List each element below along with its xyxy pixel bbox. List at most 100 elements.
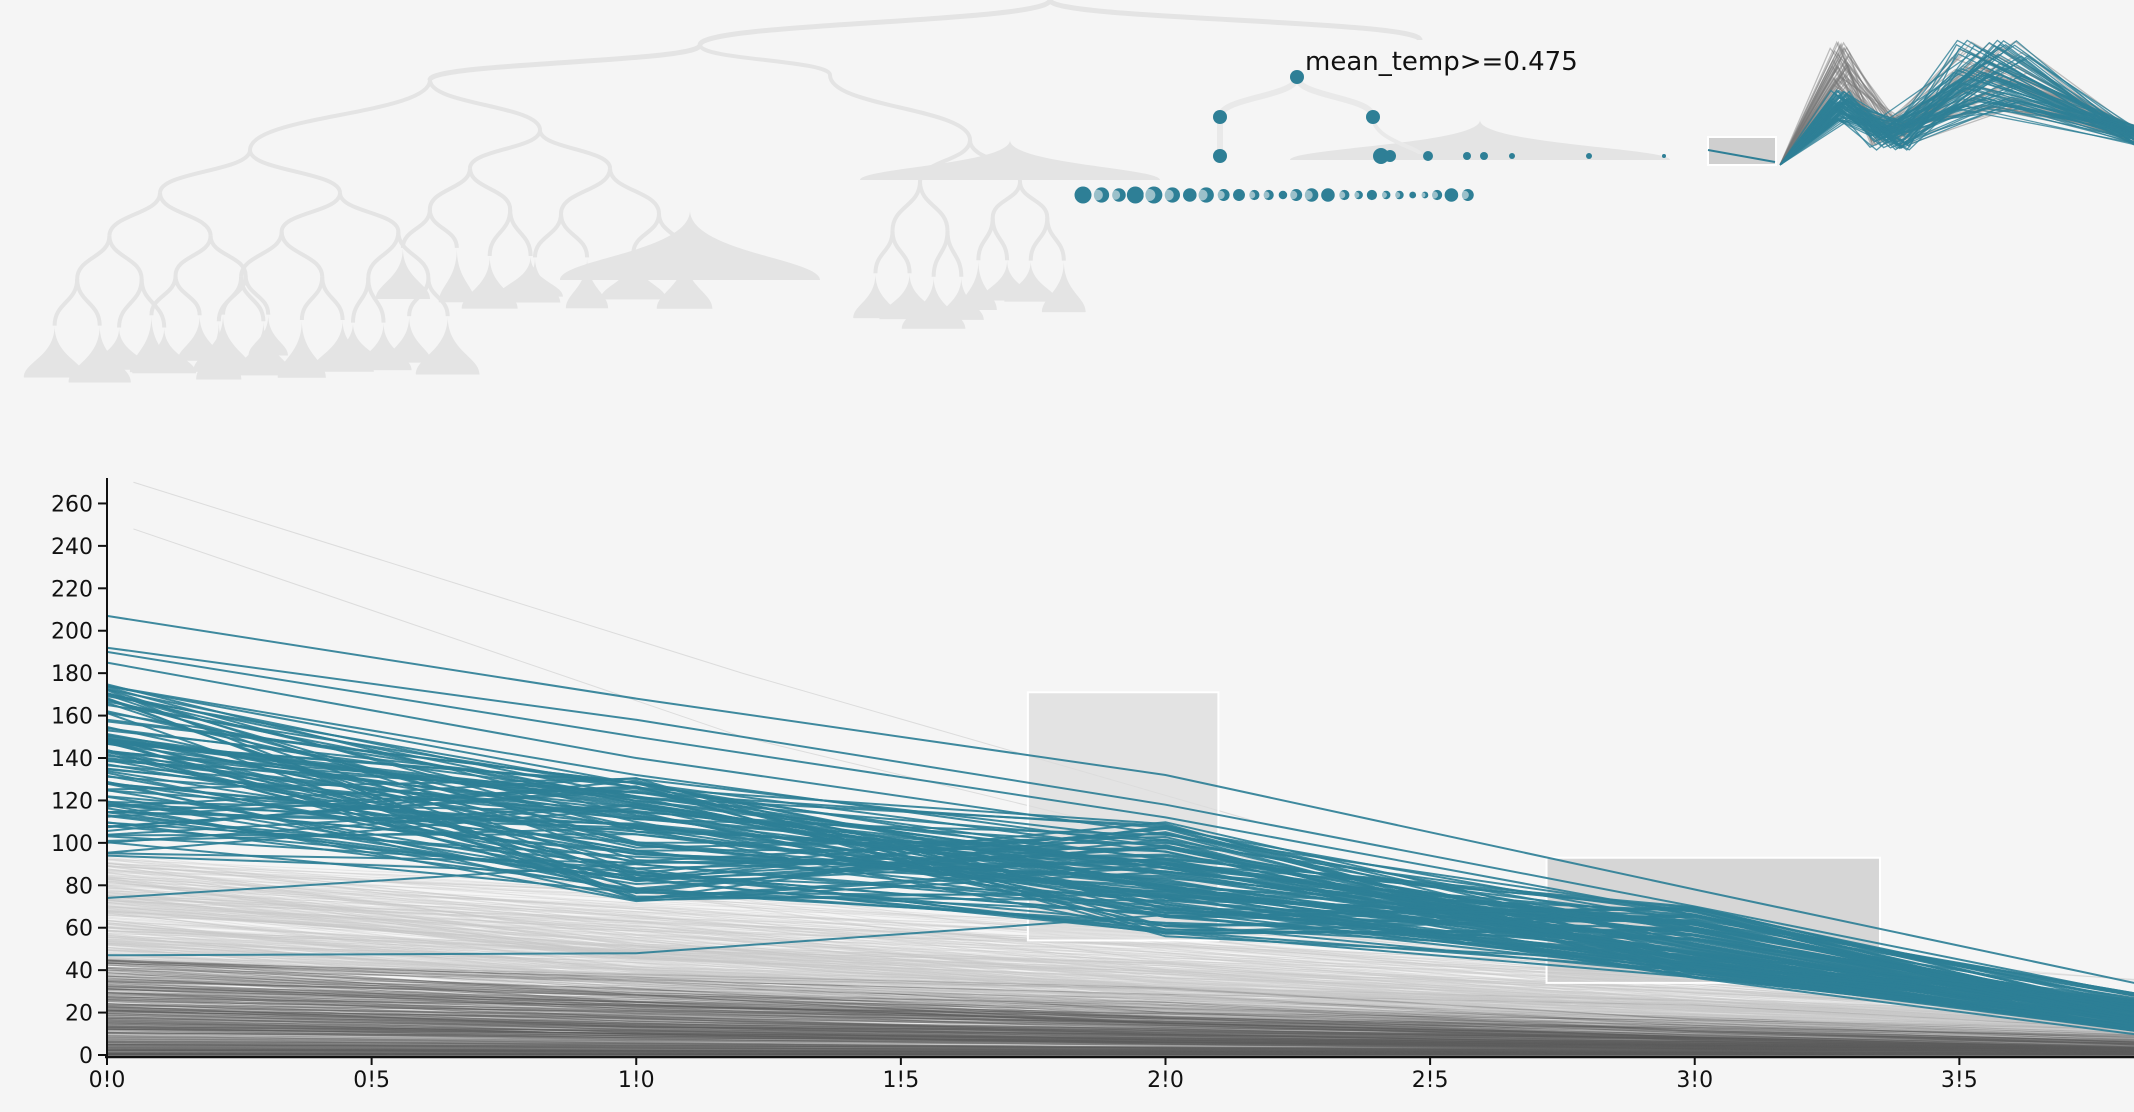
tree-branch: [158, 149, 252, 194]
context-series-line: [106, 869, 2134, 1035]
context-series-line: [106, 1020, 2134, 1050]
context-series-line: [106, 887, 2134, 1037]
context-series-line: [106, 1028, 2134, 1051]
context-series-line: [106, 980, 2134, 1039]
context-series-line: [106, 1007, 2134, 1048]
context-series-line: [106, 940, 2134, 1045]
context-series-line: [106, 984, 2134, 1046]
context-series-line: [106, 906, 2134, 1020]
tree-leaf: [959, 260, 997, 310]
context-series-line: [106, 912, 2134, 1030]
decision-tree-active-path[interactable]: [1073, 70, 1667, 204]
context-series-line: [106, 887, 2134, 1022]
tree-branch: [320, 276, 345, 321]
context-series-line: [106, 1007, 2134, 1045]
context-series-line: [106, 1042, 2134, 1054]
context-series-line: [106, 943, 2134, 1038]
context-series-line: [106, 902, 2134, 1031]
context-series-line: [106, 1049, 2134, 1055]
context-series-line: [106, 966, 2134, 1043]
context-series-line: [106, 1042, 2134, 1054]
context-series-line: [106, 942, 2134, 1036]
highlighted-series-line: [106, 780, 2134, 1028]
context-series-line: [106, 981, 2134, 1045]
tree-branch: [918, 181, 950, 231]
y-tick-label: 240: [51, 535, 93, 560]
context-series-line: [106, 1044, 2134, 1054]
tree-leaf: [234, 321, 293, 376]
context-series-line: [106, 1051, 2134, 1056]
tree-branch: [149, 275, 178, 316]
leaf-marker-shade: [1288, 190, 1298, 200]
context-series-line: [106, 960, 2134, 1033]
context-series-line: [106, 1011, 2134, 1047]
context-series-line: [106, 970, 2134, 1045]
leaf-marker: [1423, 151, 1433, 161]
context-series-line: [106, 917, 2134, 1028]
context-series-line: [106, 1041, 2134, 1054]
context-series-line: [106, 1007, 2134, 1041]
context-series-line: [106, 961, 2134, 1034]
context-series-line: [106, 969, 2134, 1040]
context-series-line: [106, 938, 2134, 1041]
context-series-line: [106, 922, 2134, 1039]
context-series-line: [106, 1015, 2134, 1049]
context-series-line: [106, 886, 2134, 1033]
context-series-line: [106, 949, 2134, 1027]
highlighted-series-line: [106, 710, 2134, 1024]
context-series-line: [106, 1027, 2134, 1050]
context-series-line: [106, 1053, 2134, 1056]
context-series-line: [106, 926, 2134, 1035]
context-series-line: [106, 892, 2134, 1028]
leaf-marker-shade: [1420, 192, 1426, 198]
context-series-line: [106, 1038, 2134, 1054]
context-series-line: [106, 987, 2134, 1037]
mini-line: [1779, 96, 2134, 166]
context-series-line: [106, 930, 2134, 1034]
context-series-line: [106, 1045, 2134, 1053]
tree-branch: [697, 0, 1053, 48]
context-series-line: [106, 1050, 2134, 1056]
context-series-line: [106, 1035, 2134, 1053]
leaf-marker: [1463, 152, 1471, 160]
context-series-line: [106, 962, 2134, 1042]
context-series-line: [106, 964, 2134, 1044]
tree-branch: [468, 167, 513, 210]
context-series-line: [106, 1044, 2134, 1054]
y-tick-label: 180: [51, 662, 93, 687]
context-series-line: [106, 1019, 2134, 1044]
context-series-line: [106, 1040, 2134, 1054]
context-series-line: [106, 1016, 2134, 1051]
context-series-line: [106, 987, 2134, 1048]
context-series-line: [106, 992, 2134, 1047]
mini-line: [1779, 47, 2134, 166]
line-chart[interactable]: 0 20 40 60 80 100 120 140 160 180 200 220 240 260 0!0…: [51, 478, 2134, 1093]
context-series-line: [106, 881, 2134, 1029]
context-series-line: [106, 1053, 2134, 1056]
context-series-line: [106, 1044, 2134, 1055]
leaf-marker-shade: [1338, 191, 1346, 199]
context-series-line: [106, 944, 2134, 1032]
context-series-line: [106, 1029, 2134, 1047]
context-series-line: [106, 1003, 2134, 1040]
context-series-line: [106, 985, 2134, 1043]
highlighted-series-line: [106, 775, 2134, 1010]
context-series-line: [106, 1044, 2134, 1053]
context-series-line: [106, 945, 2134, 1025]
context-series-line: [106, 953, 2134, 1043]
context-series-line: [106, 1008, 2134, 1047]
leaf-marker: [1373, 148, 1389, 164]
context-series-line: [106, 1045, 2134, 1055]
context-series-line: [106, 963, 2134, 1041]
context-series-line: [106, 901, 2134, 1027]
context-series-line: [106, 905, 2134, 1038]
context-series-line: [106, 1025, 2134, 1051]
tree-branch: [75, 278, 102, 326]
context-series-line: [106, 1021, 2134, 1046]
context-series-line: [106, 994, 2134, 1038]
leaf-marker: [1366, 189, 1377, 201]
context-series-line: [106, 1011, 2134, 1050]
context-series-line: [106, 920, 2134, 1036]
context-series-line: [106, 999, 2134, 1046]
context-series-line: [106, 874, 2134, 1030]
